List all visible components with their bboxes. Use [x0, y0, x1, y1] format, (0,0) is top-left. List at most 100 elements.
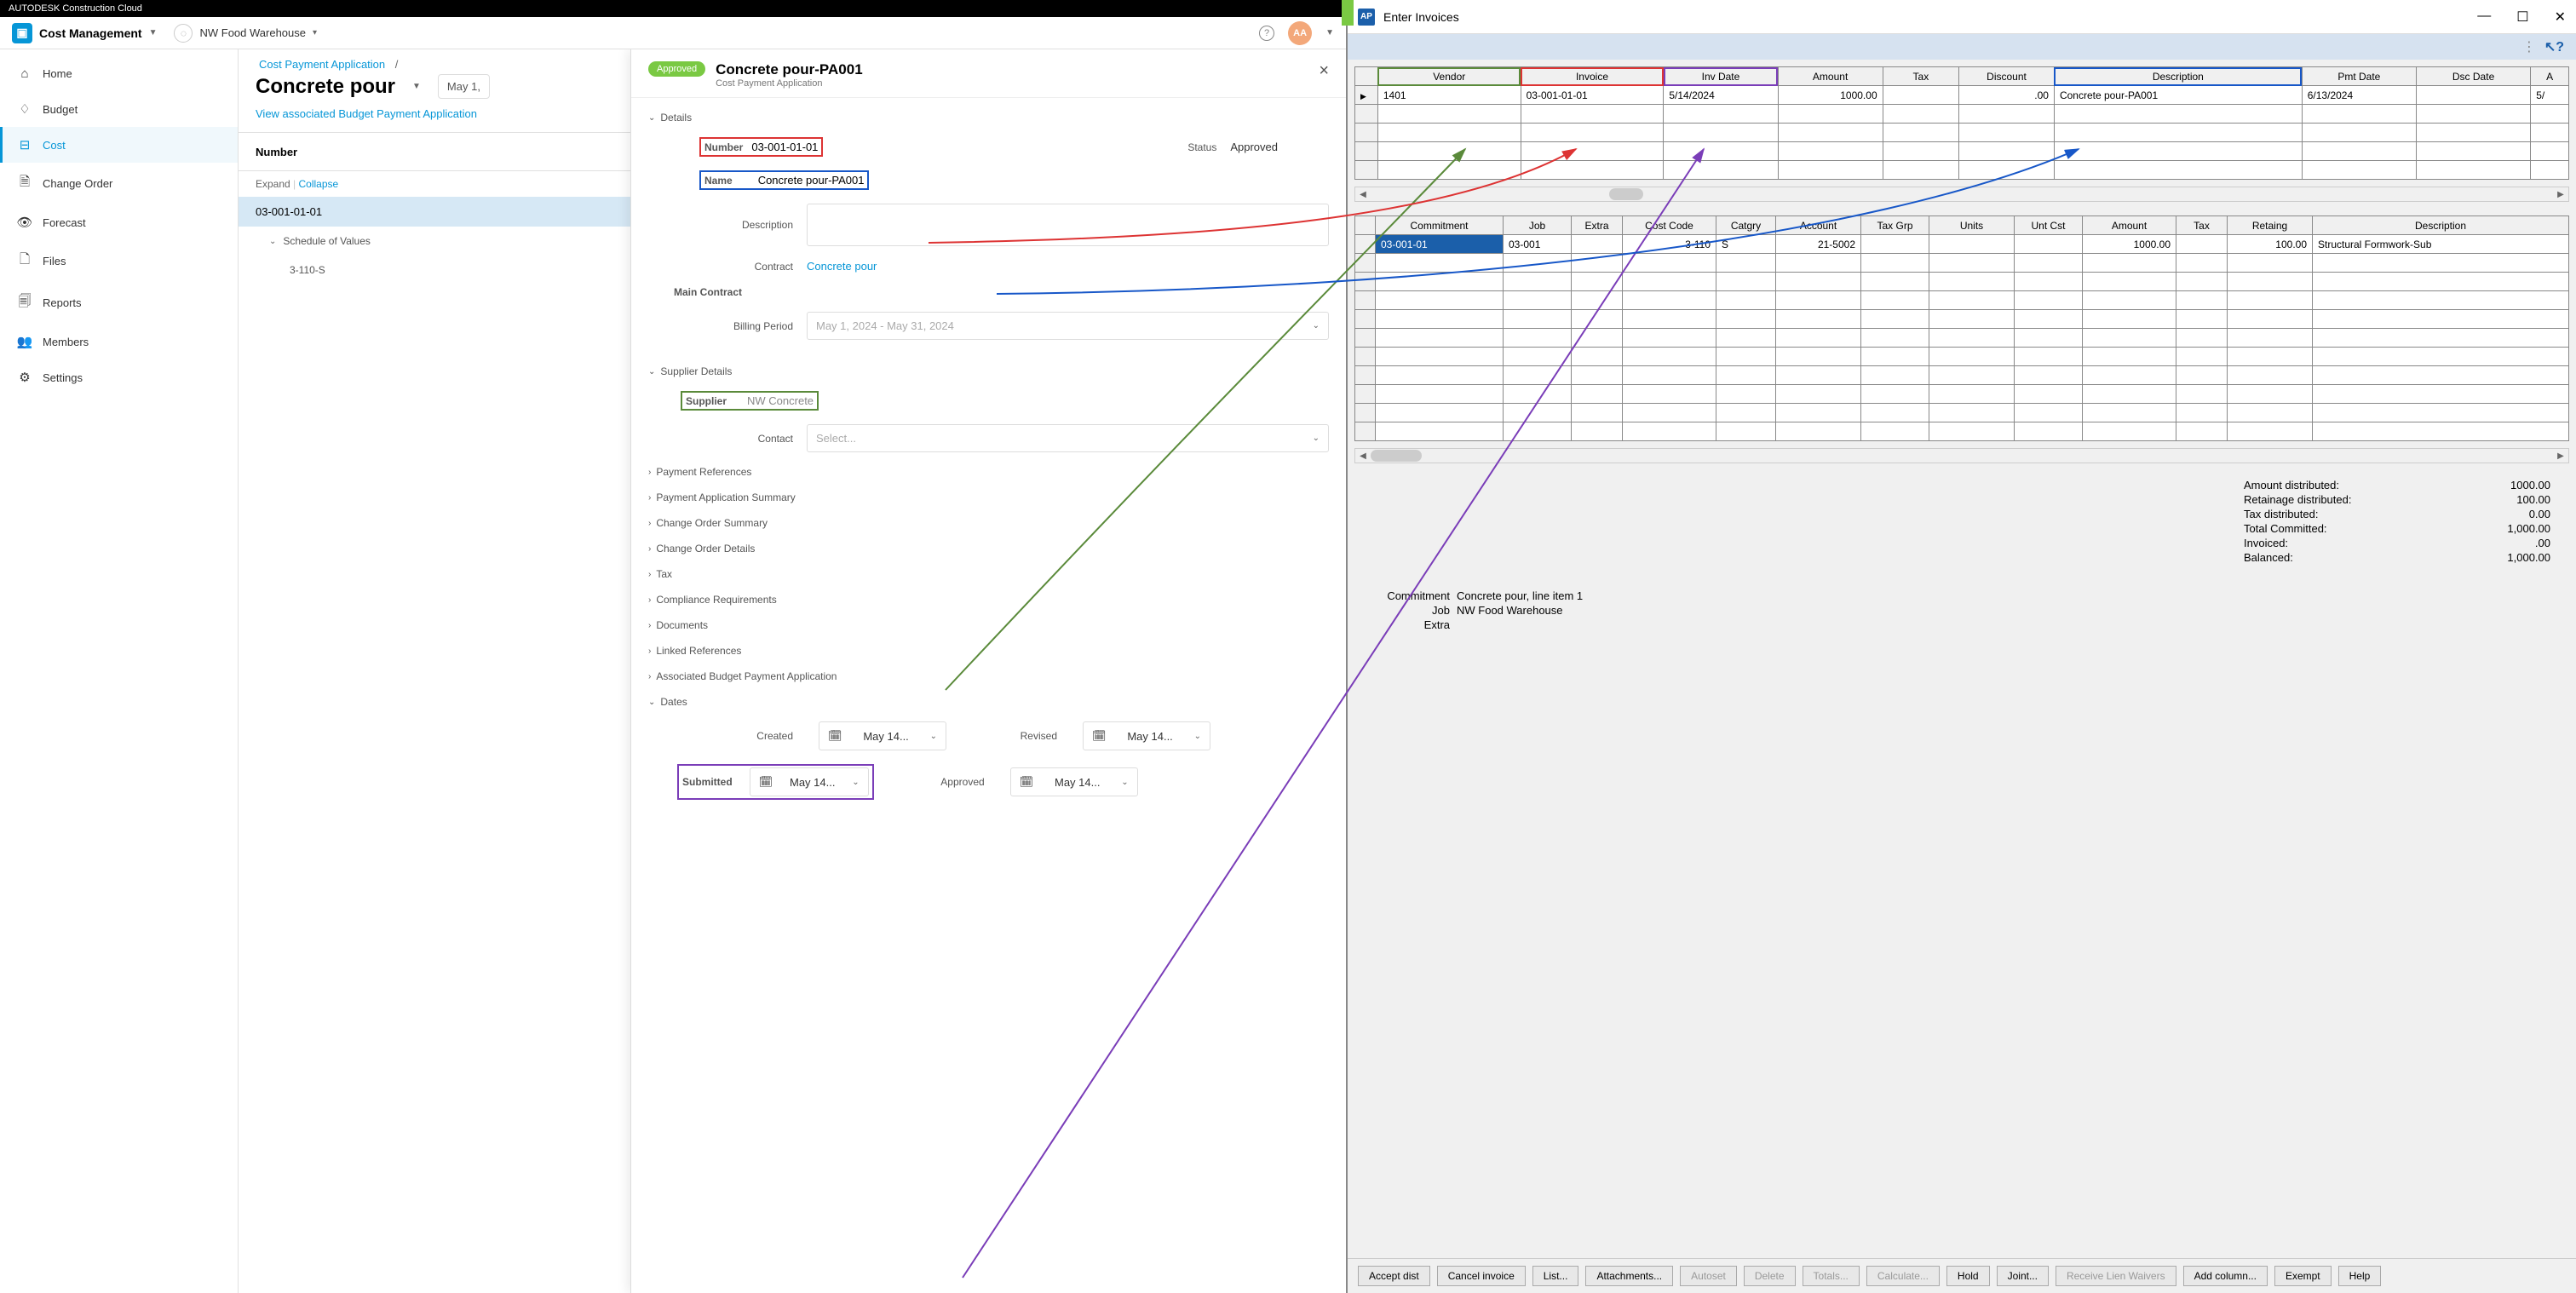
col-header[interactable]: Catgry: [1716, 216, 1776, 235]
col-header[interactable]: Retaing: [2228, 216, 2313, 235]
hold-button[interactable]: Hold: [1946, 1266, 1990, 1286]
contract-link[interactable]: Concrete pour: [807, 260, 1329, 273]
cell[interactable]: 1000.00: [2083, 235, 2176, 254]
sidebar-item-cost[interactable]: ⊟Cost: [0, 127, 238, 163]
add-column----button[interactable]: Add column...: [2183, 1266, 2268, 1286]
chevron-down-icon[interactable]: ▼: [412, 82, 421, 91]
col-header[interactable]: Inv Date: [1664, 67, 1778, 86]
section-payment-application-summary[interactable]: ›Payment Application Summary: [648, 485, 1329, 510]
close-icon[interactable]: ✕: [2555, 9, 2566, 26]
sidebar-item-reports[interactable]: 🗐Reports: [0, 282, 238, 324]
date-filter[interactable]: May 1,: [438, 74, 490, 99]
collapse-link[interactable]: Collapse: [299, 178, 339, 190]
totals----button[interactable]: Totals...: [1803, 1266, 1860, 1286]
exempt-button[interactable]: Exempt: [2274, 1266, 2332, 1286]
invoice-hscroll[interactable]: ◀ ▶: [1354, 187, 2569, 202]
sidebar-item-members[interactable]: 👥Members: [0, 324, 238, 359]
cell[interactable]: 6/13/2024: [2302, 86, 2416, 105]
col-header[interactable]: Invoice: [1521, 67, 1664, 86]
section-tax[interactable]: ›Tax: [648, 561, 1329, 587]
section-supplier[interactable]: ⌄ Supplier Details: [648, 359, 1329, 384]
cell[interactable]: [2176, 235, 2228, 254]
col-header[interactable]: Tax Grp: [1861, 216, 1929, 235]
section-change-order-details[interactable]: ›Change Order Details: [648, 536, 1329, 561]
col-header[interactable]: Description: [2054, 67, 2302, 86]
revised-date[interactable]: 🗓 May 14... ⌄: [1083, 721, 1210, 750]
col-header[interactable]: Account: [1776, 216, 1861, 235]
col-header[interactable]: A: [2531, 67, 2569, 86]
section-dates[interactable]: ⌄Dates: [648, 689, 1329, 715]
sidebar-item-files[interactable]: 🗋Files: [0, 240, 238, 282]
billing-period-select[interactable]: May 1, 2024 - May 31, 2024 ⌄: [807, 312, 1329, 340]
cell[interactable]: 21-5002: [1776, 235, 1861, 254]
avatar[interactable]: AA: [1288, 21, 1312, 45]
distribution-hscroll[interactable]: ◀ ▶: [1354, 448, 2569, 463]
cell[interactable]: [1572, 235, 1623, 254]
help-button[interactable]: Help: [2338, 1266, 2382, 1286]
cell[interactable]: 3-110: [1623, 235, 1716, 254]
col-header[interactable]: Pmt Date: [2302, 67, 2416, 86]
submitted-date[interactable]: 🗓 May 14... ⌄: [750, 767, 869, 796]
section-payment-references[interactable]: ›Payment References: [648, 459, 1329, 485]
cell[interactable]: 100.00: [2228, 235, 2313, 254]
col-header[interactable]: Amount: [2083, 216, 2176, 235]
col-header[interactable]: Vendor: [1377, 67, 1521, 86]
distribution-grid[interactable]: CommitmentJobExtraCost CodeCatgryAccount…: [1354, 216, 2569, 441]
col-header[interactable]: Amount: [1778, 67, 1883, 86]
description-input[interactable]: [807, 204, 1329, 246]
cell[interactable]: 03-001-01-01: [1521, 86, 1664, 105]
cell[interactable]: [1929, 235, 2015, 254]
cell[interactable]: [2015, 235, 2083, 254]
list----button[interactable]: List...: [1532, 1266, 1579, 1286]
breadcrumb-link[interactable]: Cost Payment Application: [259, 58, 385, 71]
cell[interactable]: 1000.00: [1778, 86, 1883, 105]
section-compliance-requirements[interactable]: ›Compliance Requirements: [648, 587, 1329, 612]
sidebar-item-forecast[interactable]: 👁Forecast: [0, 204, 238, 240]
col-header[interactable]: Extra: [1572, 216, 1623, 235]
cell[interactable]: [1861, 235, 1929, 254]
section-linked-references[interactable]: ›Linked References: [648, 638, 1329, 664]
col-header[interactable]: Unt Cst: [2015, 216, 2083, 235]
col-header[interactable]: Dsc Date: [2416, 67, 2530, 86]
joint----button[interactable]: Joint...: [1997, 1266, 2049, 1286]
invoice-grid[interactable]: VendorInvoiceInv DateAmountTaxDiscountDe…: [1354, 66, 2569, 180]
sidebar-item-home[interactable]: ⌂Home: [0, 56, 238, 91]
cell[interactable]: S: [1716, 235, 1776, 254]
section-change-order-summary[interactable]: ›Change Order Summary: [648, 510, 1329, 536]
module-selector[interactable]: ▣ Cost Management ▼: [12, 23, 157, 43]
col-header[interactable]: Job: [1504, 216, 1572, 235]
context-help-icon[interactable]: ↖?: [2544, 38, 2564, 55]
accept-dist-button[interactable]: Accept dist: [1358, 1266, 1430, 1286]
sidebar-item-settings[interactable]: ⚙Settings: [0, 359, 238, 395]
col-header[interactable]: Tax: [1883, 67, 1958, 86]
cell[interactable]: 03-001: [1504, 235, 1572, 254]
cell[interactable]: [2416, 86, 2530, 105]
approved-date[interactable]: 🗓 May 14... ⌄: [1010, 767, 1138, 796]
col-header[interactable]: Tax: [2176, 216, 2228, 235]
cell[interactable]: Structural Formwork-Sub: [2313, 235, 2569, 254]
chevron-down-icon[interactable]: ▼: [1325, 28, 1334, 37]
delete-button[interactable]: Delete: [1744, 1266, 1796, 1286]
cell[interactable]: .00: [1959, 86, 2055, 105]
cancel-invoice-button[interactable]: Cancel invoice: [1437, 1266, 1526, 1286]
close-icon[interactable]: ×: [1319, 61, 1329, 81]
col-header[interactable]: Cost Code: [1623, 216, 1716, 235]
created-date[interactable]: 🗓 May 14... ⌄: [819, 721, 946, 750]
cell[interactable]: [1883, 86, 1958, 105]
cell[interactable]: 5/14/2024: [1664, 86, 1778, 105]
contact-select[interactable]: Select... ⌄: [807, 424, 1329, 452]
section-documents[interactable]: ›Documents: [648, 612, 1329, 638]
col-header[interactable]: Discount: [1959, 67, 2055, 86]
expand-link[interactable]: Expand: [256, 178, 290, 190]
cell[interactable]: 5/: [2531, 86, 2569, 105]
help-icon[interactable]: ?: [1259, 26, 1274, 41]
section-details[interactable]: ⌄ Details: [648, 105, 1329, 130]
col-header[interactable]: Description: [2313, 216, 2569, 235]
section-associated-budget-payment-application[interactable]: ›Associated Budget Payment Application: [648, 664, 1329, 689]
col-header[interactable]: Units: [1929, 216, 2015, 235]
cell[interactable]: Concrete pour-PA001: [2054, 86, 2302, 105]
minimize-icon[interactable]: —: [2477, 9, 2491, 26]
cell[interactable]: 1401: [1377, 86, 1521, 105]
sidebar-item-change-order[interactable]: 🗎Change Order: [0, 163, 238, 204]
autoset-button[interactable]: Autoset: [1680, 1266, 1737, 1286]
